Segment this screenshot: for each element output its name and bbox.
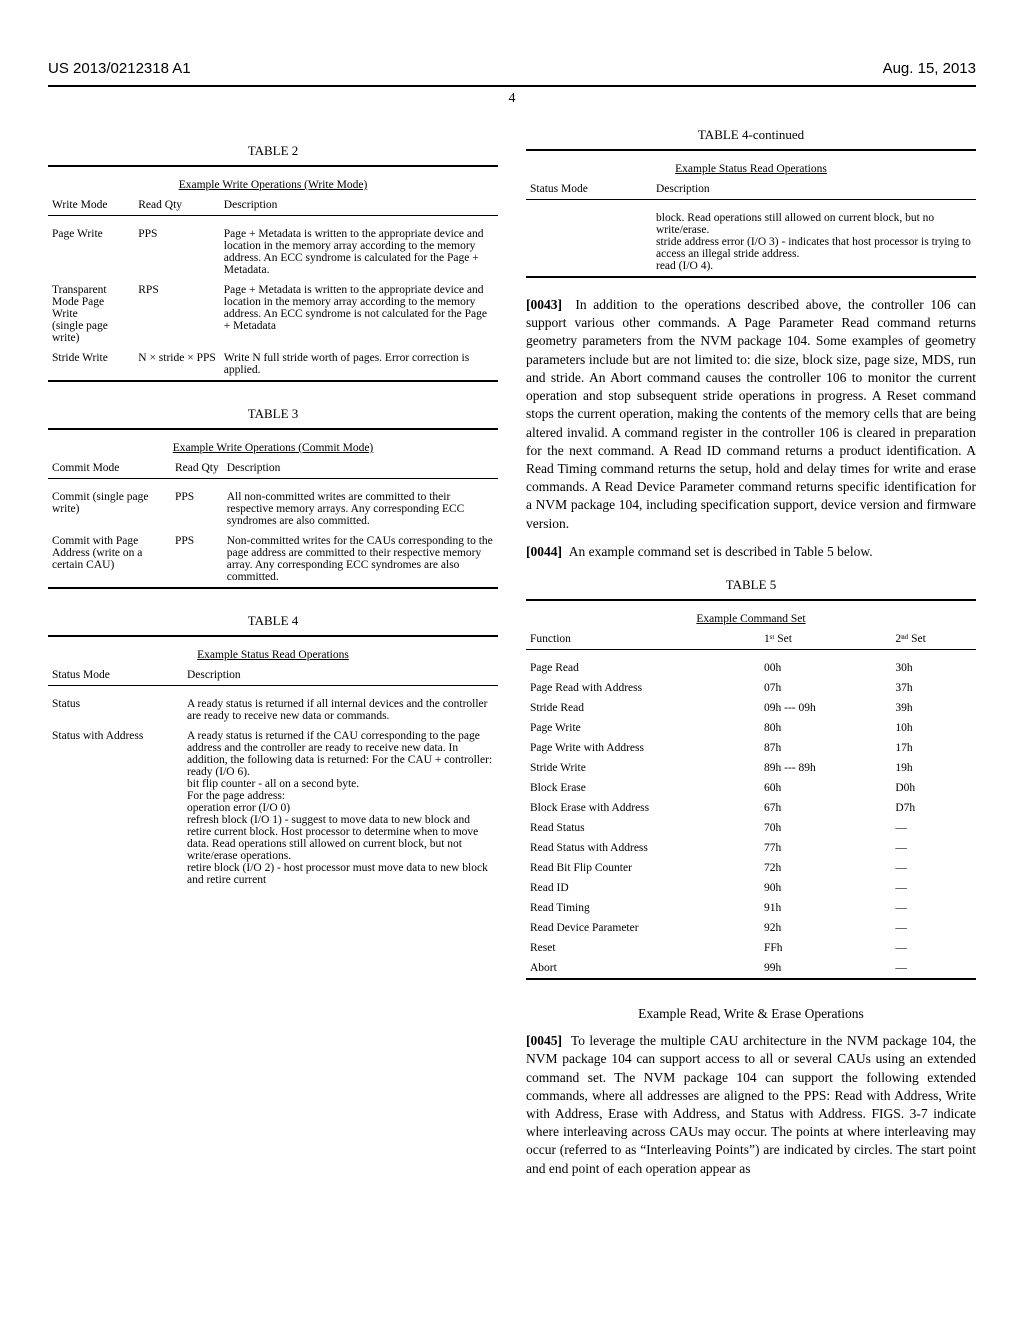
para-text: An example command set is described in T… [569,544,873,559]
table-row: Read Status70h— [526,818,976,838]
table2-title: Example Write Operations (Write Mode) [48,175,498,195]
section-heading: Example Read, Write & Erase Operations [526,1006,976,1022]
table4cont-col0: Status Mode [526,179,652,200]
table2: Example Write Operations (Write Mode) Wr… [48,165,498,390]
para-num: [0044] [526,544,562,559]
table2-caption: TABLE 2 [48,143,498,159]
table4-title: Example Status Read Operations [48,645,498,665]
table-row: Stride Read09h --- 09h39h [526,698,976,718]
table3-col2: Description [223,458,498,479]
para-text: To leverage the multiple CAU architectur… [526,1033,976,1176]
table-row: ResetFFh— [526,938,976,958]
table-row: Read Device Parameter92h— [526,918,976,938]
table5-col1: 1ˢᵗ Set [760,629,891,650]
table-row: Stride Write N × stride × PPS Write N fu… [48,348,498,381]
table-row: Page Write PPS Page + Metadata is writte… [48,224,498,280]
para-num: [0043] [526,297,562,312]
two-column-body: TABLE 2 Example Write Operations (Write … [48,127,976,1188]
paragraph-0044: [0044] An example command set is describ… [526,543,976,561]
table4-col1: Description [183,665,498,686]
para-num: [0045] [526,1033,562,1048]
paragraph-0045: [0045] To leverage the multiple CAU arch… [526,1032,976,1178]
para-text: In addition to the operations described … [526,297,976,531]
table-row: Status A ready status is returned if all… [48,694,498,726]
table-row: Status with Address A ready status is re… [48,726,498,890]
table-row: Read Timing91h— [526,898,976,918]
table5-col2: 2ⁿᵈ Set [891,629,976,650]
header-rule [48,85,976,87]
table4cont-caption: TABLE 4-continued [526,127,976,143]
table3-col0: Commit Mode [48,458,171,479]
table-row: Page Read00h30h [526,658,976,678]
table-row: Commit (single page write) PPS All non-c… [48,487,498,531]
table-row: Commit with Page Address (write on a cer… [48,531,498,588]
table3-col1: Read Qty [171,458,223,479]
left-column: TABLE 2 Example Write Operations (Write … [48,127,498,1188]
table2-col2: Description [220,195,498,216]
table2-col0: Write Mode [48,195,134,216]
table4-caption: TABLE 4 [48,613,498,629]
table-row: Stride Write89h --- 89h19h [526,758,976,778]
table4cont-col1: Description [652,179,976,200]
table3-title: Example Write Operations (Commit Mode) [48,438,498,458]
paragraph-0043: [0043] In addition to the operations des… [526,296,976,533]
table-row: Read Bit Flip Counter72h— [526,858,976,878]
table-row: Abort99h— [526,958,976,979]
table4-continued: Example Status Read Operations Status Mo… [526,149,976,286]
table4-col0: Status Mode [48,665,183,686]
table-row: Page Write80h10h [526,718,976,738]
publication-number: US 2013/0212318 A1 [48,60,191,77]
publication-date: Aug. 15, 2013 [883,60,976,77]
table3: Example Write Operations (Commit Mode) C… [48,428,498,597]
right-column: TABLE 4-continued Example Status Read Op… [526,127,976,1188]
table5: Example Command Set Function 1ˢᵗ Set 2ⁿᵈ… [526,599,976,988]
table-row: Transparent Mode Page Write (single page… [48,280,498,348]
page-header: US 2013/0212318 A1 Aug. 15, 2013 [48,60,976,77]
table-row: block. Read operations still allowed on … [526,208,976,277]
table5-caption: TABLE 5 [526,577,976,593]
table-row: Block Erase60hD0h [526,778,976,798]
table3-caption: TABLE 3 [48,406,498,422]
table-row: Page Read with Address07h37h [526,678,976,698]
table5-col0: Function [526,629,760,650]
table4: Example Status Read Operations Status Mo… [48,635,498,890]
table-row: Block Erase with Address67hD7h [526,798,976,818]
table-row: Page Write with Address87h17h [526,738,976,758]
table5-title: Example Command Set [526,609,976,629]
table4cont-title: Example Status Read Operations [526,159,976,179]
table2-col1: Read Qty [134,195,220,216]
page-number: 4 [48,91,976,107]
table-row: Read Status with Address77h— [526,838,976,858]
table-row: Read ID90h— [526,878,976,898]
